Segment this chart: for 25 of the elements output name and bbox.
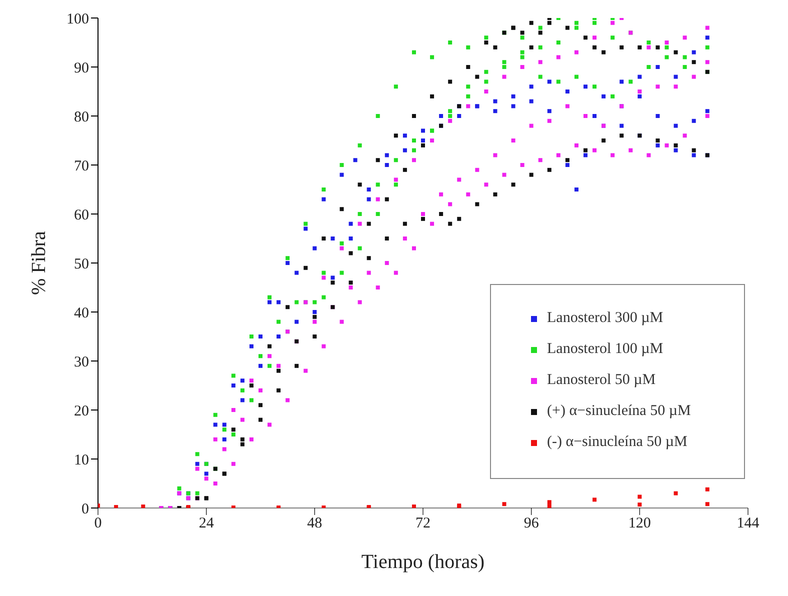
y-tick-label: 40 bbox=[74, 305, 89, 322]
legend-label: (-) α−sinucleína 50 µM bbox=[547, 434, 688, 451]
y-tick-label: 0 bbox=[82, 501, 89, 518]
y-tick-label: 100 bbox=[66, 11, 89, 28]
y-tick-label: 50 bbox=[74, 256, 89, 272]
x-tick-label: 0 bbox=[94, 516, 102, 532]
legend-label: Lanosterol 100 µM bbox=[547, 341, 664, 358]
y-tick-label: 90 bbox=[74, 60, 89, 76]
y-tick-label: 10 bbox=[74, 452, 89, 468]
x-axis-title: Tiempo (horas) bbox=[361, 551, 485, 573]
legend-label: Lanosterol 50 µM bbox=[547, 372, 656, 389]
x-tick-label: 72 bbox=[416, 516, 430, 532]
y-tick-label: 80 bbox=[74, 109, 89, 126]
y-tick-label: 70 bbox=[74, 158, 89, 174]
y-tick-label: 20 bbox=[74, 403, 89, 420]
legend-label: Lanosterol 300 µM bbox=[547, 310, 664, 327]
legend-label: (+) α−sinucleína 50 µM bbox=[547, 403, 691, 420]
y-tick-label: 60 bbox=[74, 207, 89, 224]
x-tick-label: 144 bbox=[736, 516, 760, 532]
x-tick-label: 48 bbox=[307, 516, 322, 532]
y-axis-title: % Fibra bbox=[28, 230, 50, 295]
x-tick-label: 96 bbox=[524, 516, 540, 532]
y-tick-label: 30 bbox=[74, 354, 89, 370]
x-tick-label: 24 bbox=[198, 516, 214, 532]
x-tick-label: 120 bbox=[628, 516, 651, 532]
